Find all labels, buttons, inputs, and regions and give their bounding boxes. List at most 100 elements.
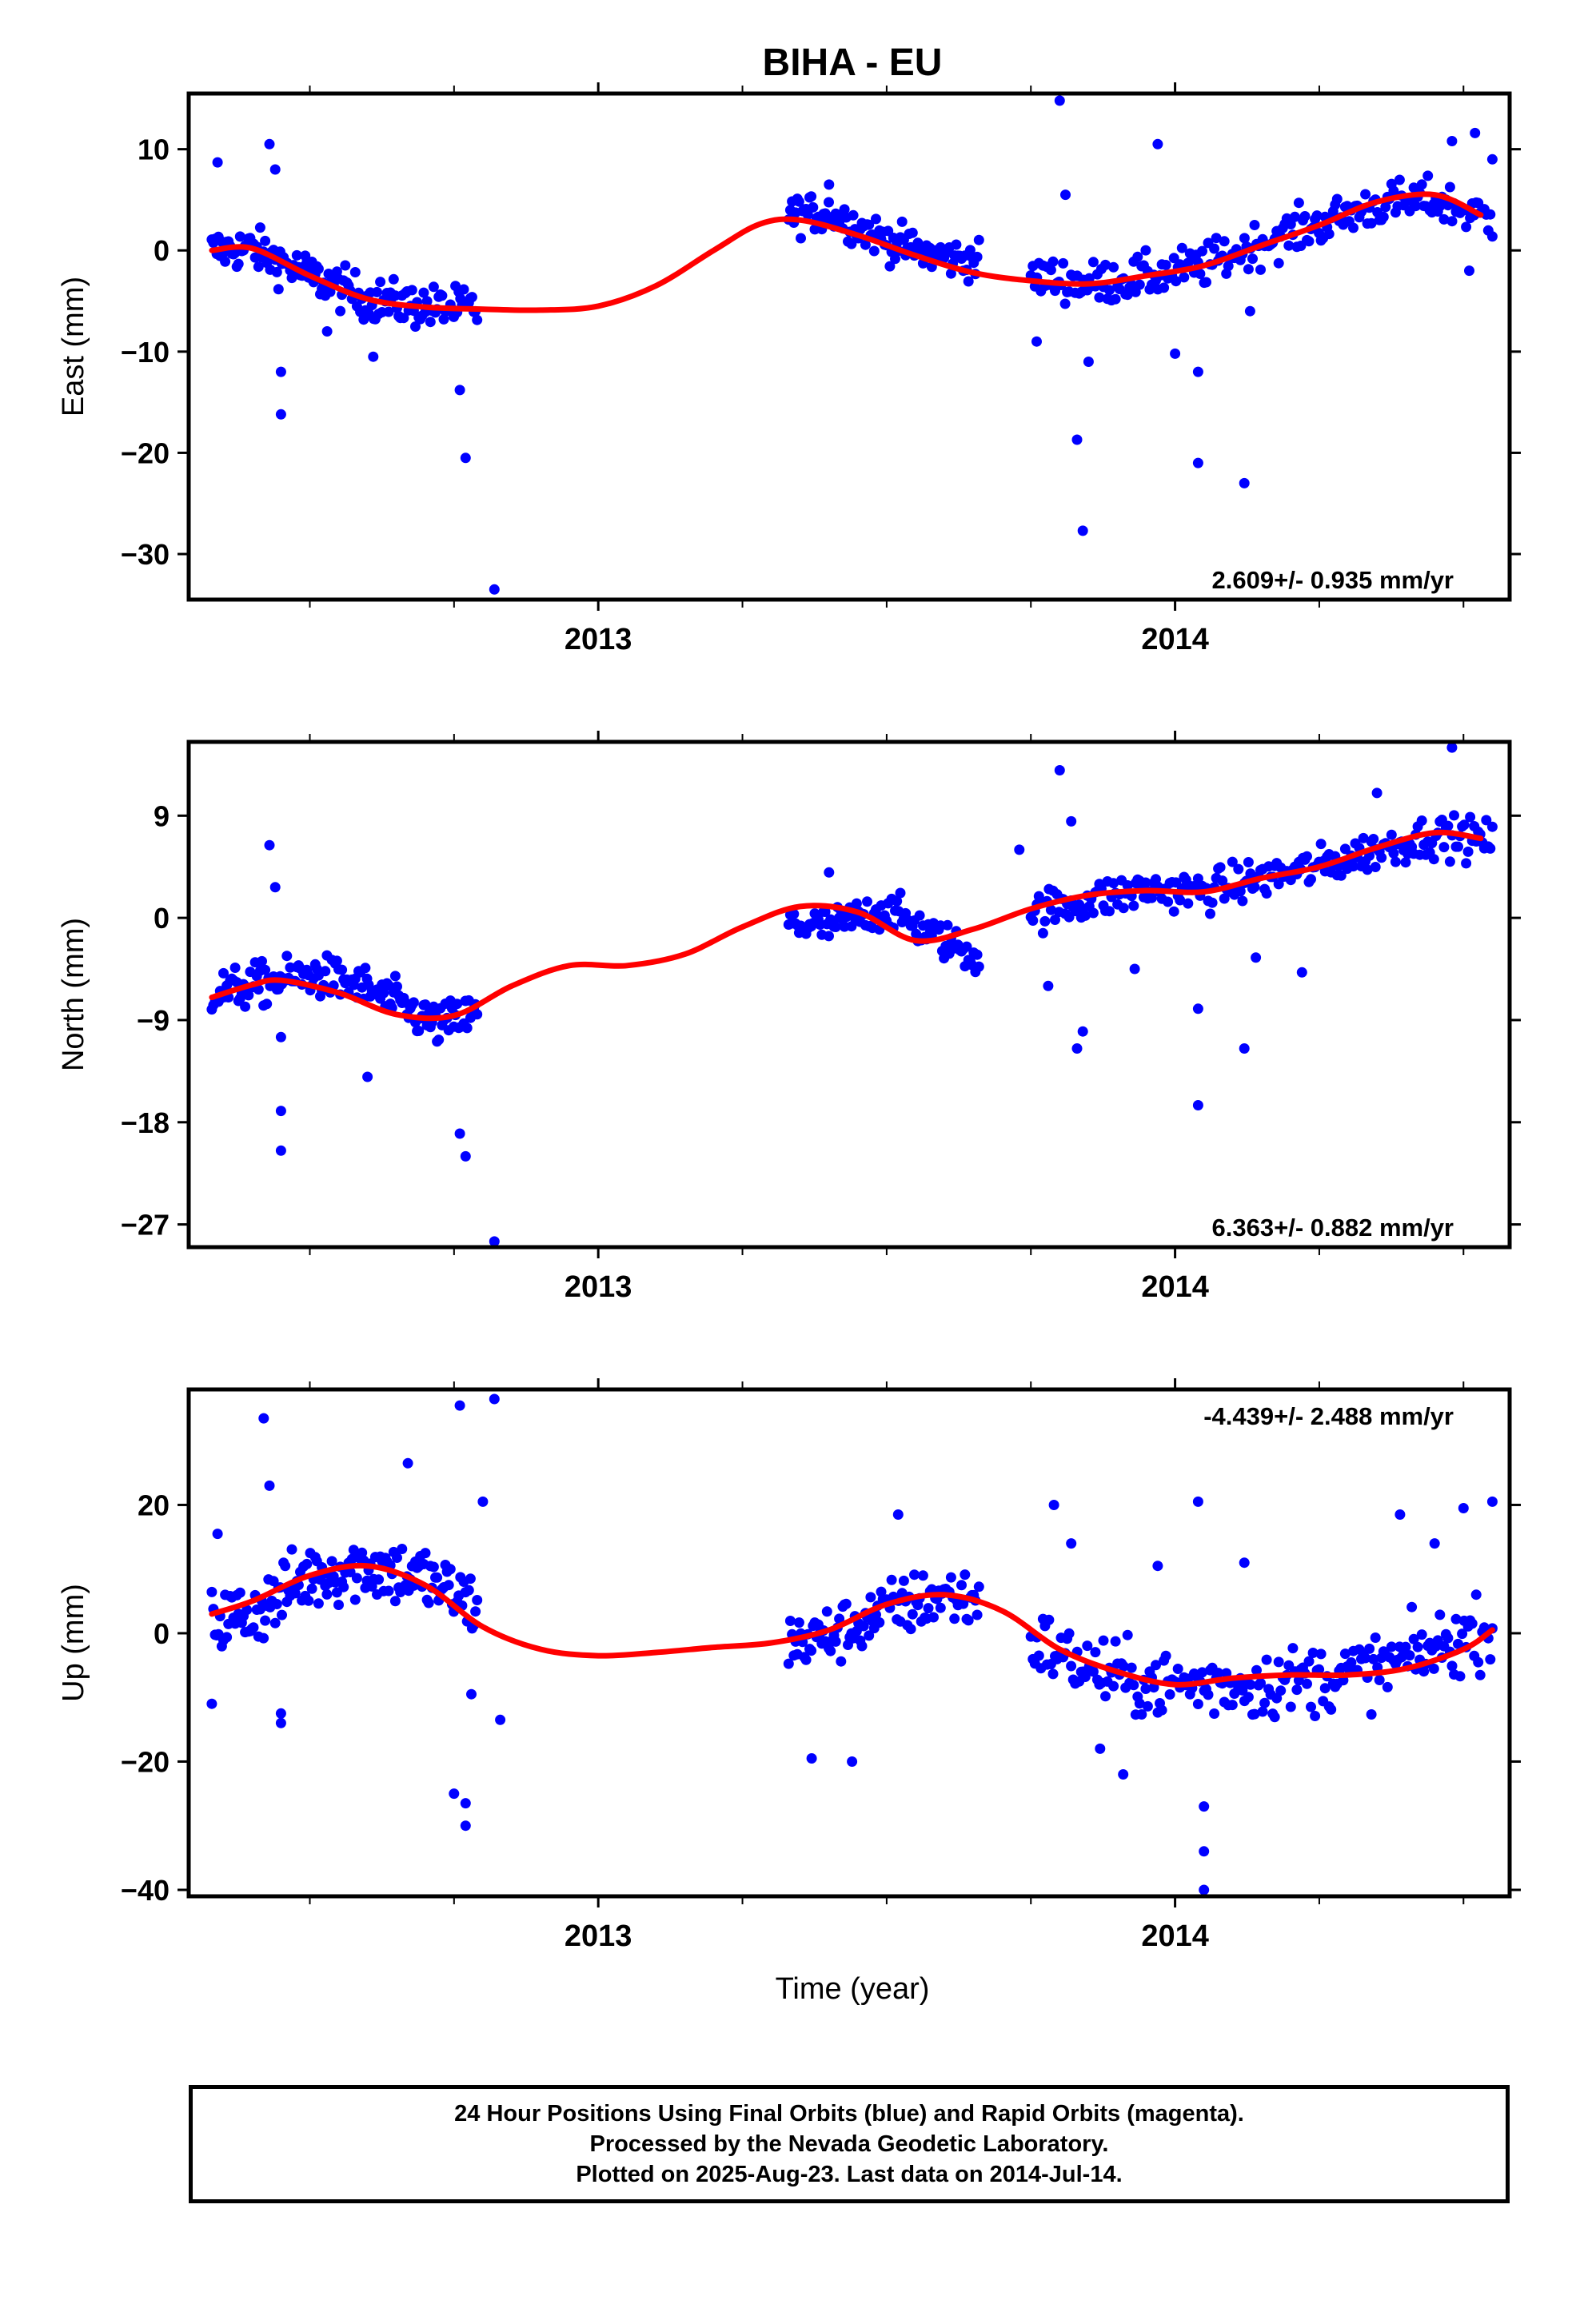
data-point — [428, 281, 439, 293]
data-point — [1227, 856, 1238, 867]
data-point-outlier — [824, 179, 835, 190]
data-point — [928, 1612, 939, 1623]
data-point-outlier — [449, 1788, 460, 1800]
data-point — [909, 1569, 920, 1581]
data-point-outlier — [362, 1071, 373, 1082]
data-point — [1079, 910, 1091, 921]
data-point — [234, 231, 245, 242]
data-point — [836, 1656, 847, 1667]
y-tick-label: 0 — [154, 902, 170, 935]
data-point-outlier — [1199, 1884, 1210, 1895]
data-point — [273, 284, 284, 295]
data-point — [1192, 1699, 1203, 1709]
data-point — [1306, 874, 1316, 885]
data-point — [839, 204, 850, 215]
caption-line-3: Plotted on 2025-Aug-23. Last data on 201… — [576, 2162, 1123, 2187]
data-point — [1319, 1683, 1331, 1694]
data-point — [389, 971, 401, 982]
data-point-outlier — [1239, 477, 1250, 488]
data-point — [949, 1613, 960, 1624]
y-axis-label: North (mm) — [57, 918, 90, 1071]
data-point — [1438, 213, 1450, 225]
data-point — [1358, 832, 1369, 843]
data-point — [973, 234, 984, 245]
data-point-outlier — [1486, 153, 1498, 165]
data-point — [1368, 834, 1379, 844]
data-point-outlier — [212, 1529, 223, 1540]
data-point — [1339, 843, 1351, 855]
data-point — [860, 239, 871, 250]
data-point — [1422, 170, 1434, 181]
data-point — [1172, 1664, 1183, 1674]
data-point — [917, 1570, 928, 1581]
data-point — [865, 1592, 876, 1603]
data-point — [1245, 1679, 1256, 1690]
data-point — [1307, 1648, 1319, 1658]
data-point — [1179, 272, 1190, 283]
data-point — [864, 1630, 875, 1641]
data-point — [335, 305, 346, 317]
data-point — [1037, 927, 1048, 939]
chart-title: BIHA - EU — [763, 42, 943, 84]
data-point — [1412, 1641, 1423, 1652]
data-point — [972, 949, 983, 960]
data-point-outlier — [1077, 525, 1088, 536]
data-point — [1376, 852, 1387, 863]
data-point — [958, 1598, 969, 1609]
data-point — [834, 1613, 845, 1624]
data-point — [378, 987, 389, 999]
data-point-outlier — [460, 1798, 471, 1809]
data-point-outlier — [495, 1714, 506, 1725]
data-points — [206, 95, 1498, 595]
data-point — [1486, 231, 1498, 242]
data-point — [1293, 197, 1304, 209]
data-point-outlier — [824, 867, 835, 878]
data-point-outlier — [477, 1496, 489, 1507]
data-point — [1039, 915, 1051, 927]
data-point — [349, 267, 361, 277]
data-point — [221, 1632, 233, 1643]
data-point — [1449, 810, 1459, 821]
data-point — [1118, 903, 1129, 914]
data-point — [1215, 862, 1226, 873]
data-point — [1458, 819, 1470, 831]
panel-3: 20 0 −20 −40 2013 2014 Up (mm) -4.439+/- 2.488 … — [57, 1378, 1521, 1953]
y-tick-label: 0 — [154, 1617, 170, 1650]
y-tick-label: −20 — [121, 1745, 170, 1778]
data-point — [1473, 1656, 1484, 1668]
data-point — [277, 1609, 287, 1620]
data-point — [1243, 264, 1254, 275]
data-point — [1140, 245, 1151, 256]
data-point — [1087, 907, 1099, 919]
data-point — [1171, 276, 1182, 287]
data-point — [896, 216, 908, 227]
x-tick-label: 2013 — [565, 1919, 632, 1953]
data-point — [1211, 233, 1222, 244]
data-point-outlier — [321, 326, 333, 337]
data-point — [830, 1636, 841, 1647]
data-point — [1416, 1629, 1427, 1640]
data-point — [1348, 222, 1359, 233]
data-point-outlier — [847, 1756, 858, 1767]
data-point — [260, 964, 271, 975]
data-point — [1087, 1666, 1099, 1677]
data-point — [1108, 261, 1119, 273]
data-point — [1219, 893, 1230, 904]
data-point — [1058, 257, 1069, 269]
data-point — [1360, 1652, 1371, 1664]
data-point-outlier — [1199, 1846, 1210, 1857]
data-point-outlier — [275, 409, 286, 420]
data-point — [253, 984, 264, 995]
data-point — [1400, 1641, 1411, 1652]
data-point — [1122, 1629, 1133, 1640]
data-point-outlier — [1464, 265, 1474, 277]
data-point — [375, 277, 386, 288]
data-point — [463, 1585, 474, 1596]
data-point — [1446, 216, 1458, 227]
data-point — [271, 266, 282, 277]
data-point-outlier — [258, 1413, 269, 1424]
data-point-outlier — [1118, 1769, 1129, 1780]
data-point — [392, 981, 402, 992]
data-point — [862, 896, 872, 907]
data-point — [1160, 1650, 1171, 1661]
